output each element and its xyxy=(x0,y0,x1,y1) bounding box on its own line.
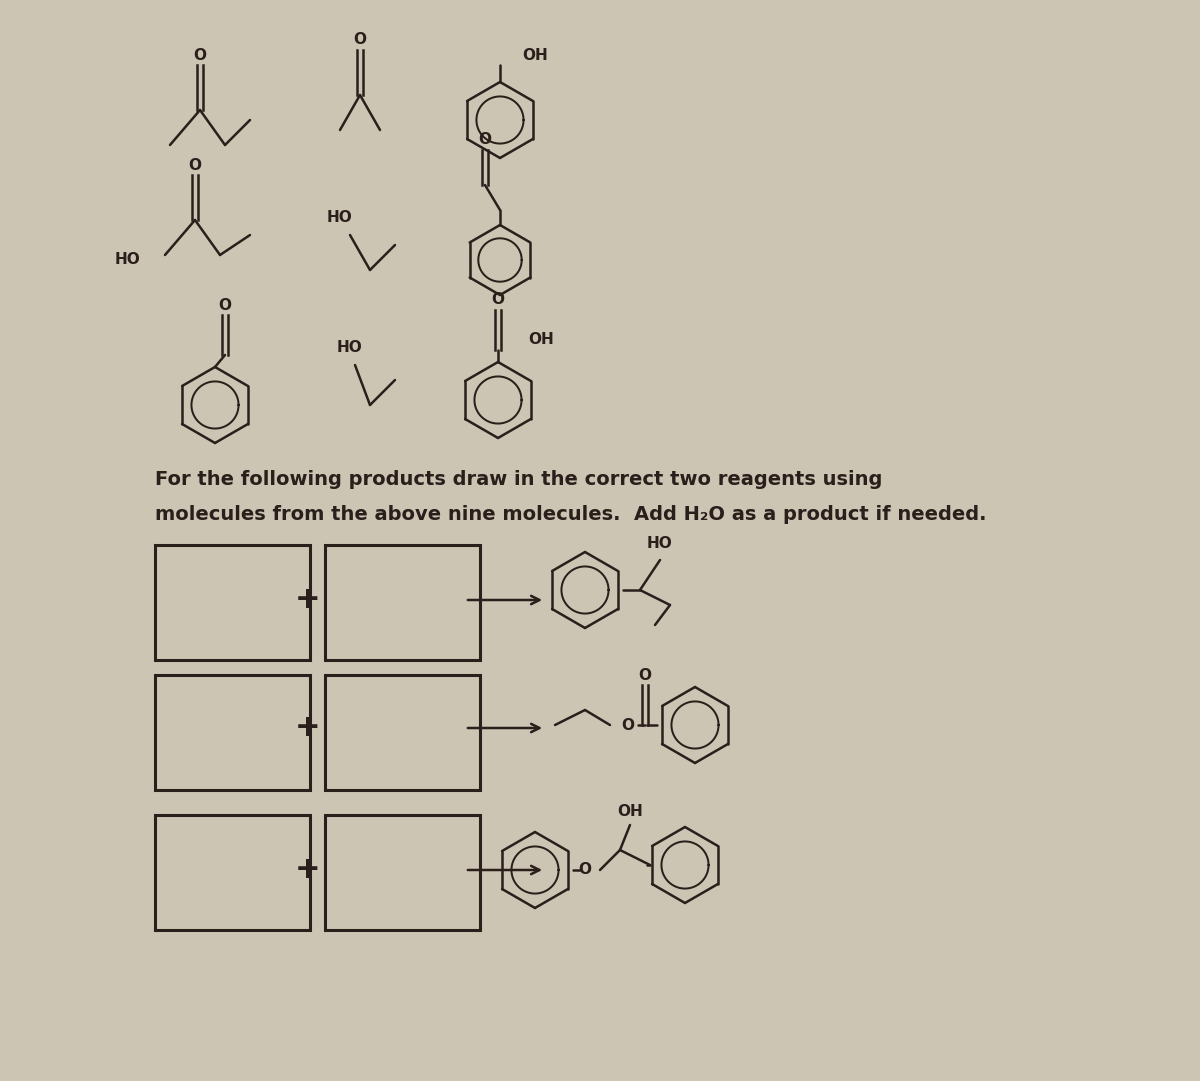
Text: molecules from the above nine molecules.  Add H₂O as a product if needed.: molecules from the above nine molecules.… xyxy=(155,505,986,524)
Text: O: O xyxy=(492,293,504,307)
Bar xyxy=(155,545,310,660)
Text: O: O xyxy=(622,718,635,733)
Text: HO: HO xyxy=(337,339,362,355)
Text: +: + xyxy=(295,586,320,614)
Text: For the following products draw in the correct two reagents using: For the following products draw in the c… xyxy=(155,470,882,489)
Bar xyxy=(325,545,480,660)
Bar xyxy=(325,675,480,790)
Text: HO: HO xyxy=(647,535,673,550)
Text: HO: HO xyxy=(114,253,140,267)
Text: O: O xyxy=(479,133,492,147)
Text: O: O xyxy=(354,32,366,48)
Text: OH: OH xyxy=(617,804,643,819)
Text: +: + xyxy=(295,855,320,884)
Bar xyxy=(155,815,310,930)
Bar xyxy=(325,815,480,930)
Text: +: + xyxy=(295,713,320,743)
Text: O: O xyxy=(578,863,592,878)
Text: O: O xyxy=(188,158,202,173)
Text: HO: HO xyxy=(328,210,353,225)
Bar xyxy=(155,675,310,790)
Text: O: O xyxy=(638,667,652,682)
Text: OH: OH xyxy=(528,333,553,347)
Text: O: O xyxy=(218,297,232,312)
Text: O: O xyxy=(193,48,206,63)
Text: OH: OH xyxy=(522,48,547,63)
